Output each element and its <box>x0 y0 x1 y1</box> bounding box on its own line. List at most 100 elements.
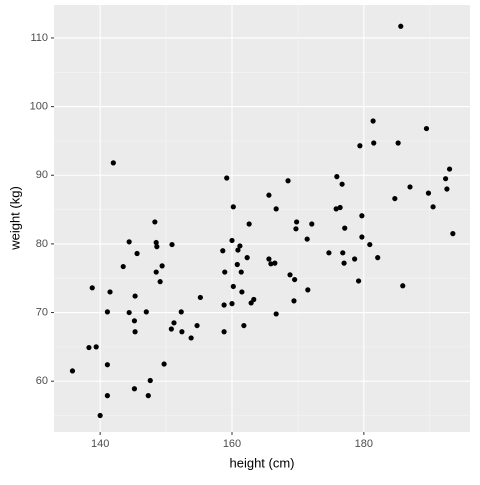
point <box>154 244 160 250</box>
point <box>339 181 345 187</box>
point <box>355 278 362 284</box>
point <box>425 190 432 196</box>
point <box>220 248 226 254</box>
point <box>237 243 243 249</box>
point <box>168 326 174 332</box>
point <box>407 184 413 190</box>
y-tick-label: 80 <box>36 238 48 250</box>
point <box>444 186 450 192</box>
point <box>430 204 436 210</box>
point <box>222 269 228 275</box>
point <box>244 255 250 261</box>
point <box>251 296 257 303</box>
point <box>234 261 240 268</box>
point <box>229 301 235 307</box>
point <box>352 256 358 262</box>
x-axis-title: height (cm) <box>229 455 294 470</box>
point <box>309 221 315 227</box>
point <box>230 283 236 290</box>
point <box>375 255 381 261</box>
point <box>132 329 138 335</box>
point <box>178 309 184 315</box>
grid <box>54 5 470 432</box>
y-tick-label: 90 <box>36 169 48 181</box>
point <box>398 23 404 29</box>
point <box>229 237 235 244</box>
point <box>392 195 398 202</box>
y-axis-title: weight (kg) <box>7 186 22 251</box>
point <box>370 118 376 124</box>
point <box>446 166 453 172</box>
point <box>367 241 373 248</box>
point <box>340 250 346 256</box>
point <box>131 386 138 392</box>
y-tick-label: 110 <box>30 32 48 44</box>
point <box>188 335 194 341</box>
point <box>221 302 227 308</box>
point <box>357 143 363 149</box>
point <box>120 263 126 270</box>
point <box>126 239 132 245</box>
point <box>224 175 230 181</box>
point <box>134 250 140 257</box>
panel <box>54 5 470 432</box>
point <box>400 283 406 289</box>
point <box>126 309 132 316</box>
point <box>145 393 151 399</box>
point <box>272 260 278 266</box>
point <box>273 311 279 317</box>
point <box>326 250 332 256</box>
point <box>157 279 163 285</box>
point <box>273 206 279 212</box>
point <box>107 289 113 295</box>
point <box>152 219 158 225</box>
point <box>450 231 456 237</box>
point <box>169 241 175 248</box>
point <box>197 294 203 301</box>
x-tick-label: 160 <box>223 438 241 450</box>
point <box>161 361 167 367</box>
point <box>159 263 165 269</box>
point <box>305 287 311 293</box>
point <box>89 285 95 291</box>
y-tick-label: 60 <box>36 375 48 387</box>
point <box>287 272 293 278</box>
point <box>104 362 111 368</box>
point <box>342 225 348 231</box>
point <box>294 219 300 225</box>
point <box>97 412 103 419</box>
point <box>246 221 252 227</box>
point <box>334 174 340 180</box>
point <box>147 377 153 384</box>
point <box>285 178 291 184</box>
point <box>371 140 377 146</box>
point <box>423 125 430 132</box>
point <box>86 344 92 351</box>
point <box>239 289 245 295</box>
point <box>221 329 227 335</box>
point <box>153 269 159 275</box>
point <box>230 204 236 210</box>
point <box>395 140 401 146</box>
y-tick-label: 100 <box>30 101 48 113</box>
x-tick-label: 140 <box>91 438 109 450</box>
point <box>241 322 247 329</box>
point <box>153 239 159 246</box>
point <box>304 236 310 242</box>
point <box>238 269 244 275</box>
point <box>292 276 298 283</box>
points <box>69 23 456 419</box>
point <box>93 344 99 350</box>
point <box>266 256 272 262</box>
point <box>179 329 185 335</box>
point <box>104 393 111 399</box>
point <box>132 293 138 299</box>
point <box>194 322 200 329</box>
point <box>291 298 297 304</box>
point <box>131 318 138 324</box>
point <box>104 309 111 315</box>
point <box>235 247 241 253</box>
point <box>268 261 274 267</box>
point <box>171 320 177 326</box>
point <box>333 206 339 212</box>
